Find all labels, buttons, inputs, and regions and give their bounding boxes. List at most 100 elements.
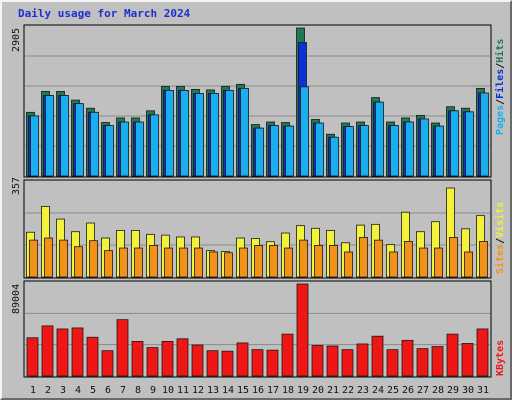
bar-pages [150,114,159,177]
legend-separator: / [495,63,506,69]
y-max-label-hits: 2905 [11,28,22,52]
x-tick-label: 9 [150,385,156,396]
legend-pages: Pages [495,105,506,135]
svg-text:KBytes: KBytes [495,340,506,376]
bar-sites [209,251,218,278]
bar-sites [44,237,53,278]
bar-sites [374,239,383,278]
bar-kbytes [86,336,99,377]
bar-sites [329,245,338,278]
bar-kbytes [236,342,249,377]
bar-sites [74,246,83,278]
bar-kbytes [161,340,174,377]
y-max-label-visits: 357 [11,177,22,195]
x-tick-label: 5 [90,385,96,396]
bar-kbytes [431,346,444,377]
legend-files: Files [494,69,506,99]
bar-pages [195,93,204,177]
x-tick-label: 27 [417,385,429,396]
legend-separator: / [495,238,506,244]
x-tick-label: 3 [60,385,66,396]
bar-sites [299,239,308,278]
x-tick-label: 28 [432,385,444,396]
x-tick-label: 17 [267,385,279,396]
svg-text:Pages/Files/Hits: Pages/Files/Hits [494,39,506,135]
x-tick-label: 23 [357,385,369,396]
bar-pages [120,121,129,177]
legend-visits: Visits [494,202,506,238]
bar-kbytes [386,349,399,377]
bar-pages [360,125,369,177]
bar-kbytes [296,283,309,377]
x-tick-label: 11 [177,385,189,396]
bar-sites [59,239,68,278]
bar-sites [89,240,98,278]
bar-sites [149,245,158,278]
bar-kbytes [326,345,339,377]
bar-pages [450,110,459,177]
bar-sites [134,247,143,278]
bar-pages [405,121,414,177]
bar-pages [375,101,384,177]
bar-pages [435,125,444,177]
bar-sites [344,251,353,278]
bar-pages [210,93,219,177]
bars [26,27,489,377]
bar-kbytes [146,347,159,377]
bar-sites [359,237,368,278]
bar-kbytes [131,340,144,377]
bar-sites [479,241,488,278]
legend-separator: / [495,99,506,105]
bar-kbytes [221,350,234,377]
bar-sites [179,247,188,278]
x-tick-label: 30 [462,385,474,396]
bar-pages [345,126,354,177]
legend-kbytes-group: KBytes [495,340,506,376]
svg-text:Sites/Visits: Sites/Visits [494,202,506,274]
x-tick-label: 21 [327,385,339,396]
bar-sites [449,237,458,278]
bar-pages [255,127,264,177]
bar-sites [224,252,233,278]
bar-sites [254,245,263,278]
bar-pages [90,111,99,177]
bar-pages [300,86,309,177]
bar-pages [270,125,279,177]
bar-kbytes [41,325,54,377]
bar-kbytes [56,328,69,377]
x-tick-label: 29 [447,385,459,396]
x-tick-label: 10 [162,385,174,396]
x-tick-label: 8 [135,385,141,396]
bar-pages [135,121,144,177]
bar-sites [404,241,413,278]
x-tick-label: 20 [312,385,324,396]
bar-pages [315,122,324,177]
x-tick-label: 31 [477,385,489,396]
bar-kbytes [116,319,129,377]
x-tick-label: 25 [387,385,399,396]
bar-kbytes [356,343,369,377]
x-tick-label: 19 [297,385,309,396]
bar-pages [465,111,474,177]
x-tick-label: 22 [342,385,354,396]
x-tick-label: 26 [402,385,414,396]
bar-pages [285,125,294,177]
y-max-label-kbytes: 89004 [11,284,22,314]
x-tick-label: 16 [252,385,264,396]
bar-sites [104,250,113,278]
x-tick-label: 18 [282,385,294,396]
x-axis-labels: 1 2 3 4 5 6 7 8 9 10 11 12 13 14 15 16 17 18 19 20 21 22 23 24 2… [30,385,489,396]
bar-pages [60,95,69,177]
bar-kbytes [311,345,324,377]
bar-kbytes [371,335,384,377]
legend-sites: Sites [494,244,506,274]
bar-kbytes [101,350,114,377]
bar-kbytes [191,344,204,377]
legend-hits-files-pages: Pages/Files/Hits [494,39,506,135]
bar-kbytes [26,337,39,377]
legend-hits: Hits [494,39,506,63]
x-tick-label: 2 [45,385,51,396]
chart-title: Daily usage for March 2024 [18,7,191,20]
x-tick-label: 4 [75,385,81,396]
